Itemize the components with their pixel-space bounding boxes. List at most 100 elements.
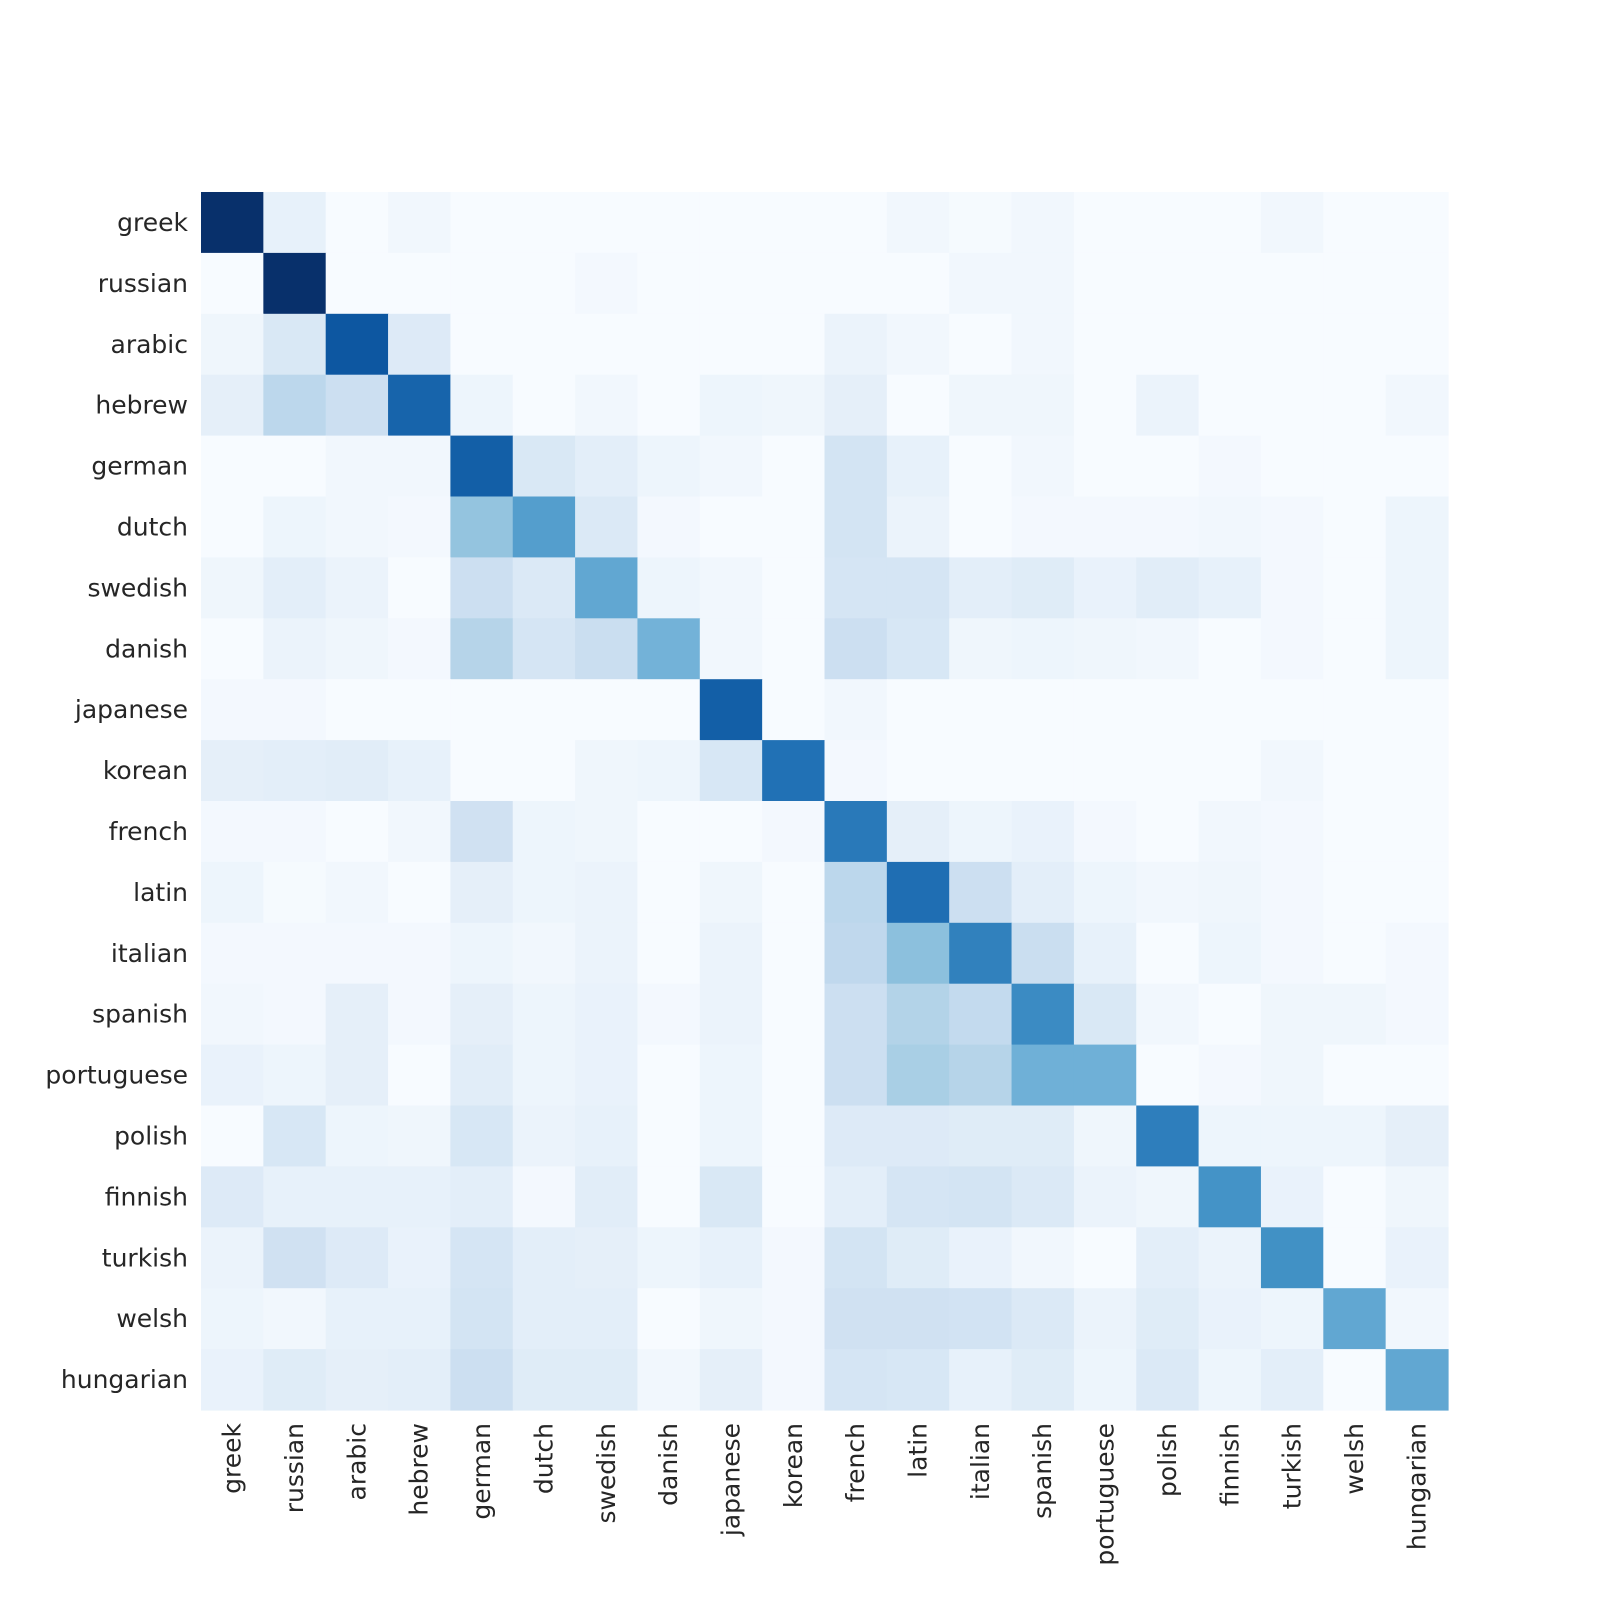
heatmap-cell-danish-korean: [762, 618, 826, 680]
heatmap-cell-german-korean: [762, 435, 826, 498]
heatmap-cell-finnish-hebrew: [388, 1166, 451, 1228]
heatmap-cell-japanese-finnish: [1198, 679, 1262, 741]
heatmap-cell-portuguese-dutch: [512, 1044, 576, 1107]
heatmap-cell-arabic-finnish: [1198, 313, 1262, 376]
heatmap-cell-italian-japanese: [699, 922, 763, 985]
heatmap-cell-latin-swedish: [575, 861, 639, 924]
heatmap-cell-french-japanese: [699, 801, 763, 863]
heatmap-cell-german-arabic: [325, 435, 389, 498]
heatmap-cell-portuguese-greek: [201, 1044, 264, 1107]
heatmap-cell-dutch-russian: [263, 496, 327, 558]
heatmap-cell-dutch-portuguese: [1073, 496, 1137, 558]
heatmap-cell-spanish-russian: [263, 983, 327, 1046]
heatmap-cell-french-latin: [886, 801, 950, 863]
heatmap-cell-korean-swedish: [575, 740, 639, 802]
heatmap-cell-dutch-japanese: [699, 496, 763, 558]
heatmap-cell-hebrew-danish: [637, 374, 701, 437]
heatmap-cell-hungarian-spanish: [1011, 1349, 1075, 1411]
heatmap-cell-hebrew-swedish: [575, 374, 639, 437]
heatmap-cell-latin-dutch: [512, 861, 576, 924]
heatmap-cell-finnish-french: [824, 1166, 888, 1228]
heatmap-cell-hungarian-greek: [201, 1349, 264, 1411]
heatmap-cell-korean-italian: [949, 740, 1013, 802]
heatmap-cell-german-finnish: [1198, 435, 1262, 498]
column-label-greek: greek: [218, 1422, 247, 1493]
heatmap-cell-arabic-hungarian: [1385, 313, 1449, 376]
heatmap-cell-spanish-japanese: [699, 983, 763, 1046]
heatmap-cell-french-swedish: [575, 801, 639, 863]
heatmap-cell-german-greek: [201, 435, 264, 498]
heatmap-cell-dutch-dutch: [512, 496, 576, 558]
heatmap-cell-danish-portuguese: [1073, 618, 1137, 680]
heatmap-cell-swedish-japanese: [699, 557, 763, 619]
heatmap-cell-french-spanish: [1011, 801, 1075, 863]
heatmap-cell-arabic-hebrew: [388, 313, 451, 376]
column-label-welsh: welsh: [1340, 1423, 1369, 1495]
heatmap-cell-polish-german: [450, 1105, 514, 1167]
heatmap-cell-hebrew-portuguese: [1073, 374, 1137, 437]
heatmap-cell-dutch-latin: [886, 496, 950, 558]
heatmap-cell-finnish-turkish: [1260, 1166, 1324, 1228]
heatmap-cell-latin-japanese: [699, 861, 763, 924]
heatmap-cell-hebrew-russian: [263, 374, 327, 437]
heatmap-cell-dutch-korean: [762, 496, 826, 558]
heatmap-cell-swedish-spanish: [1011, 557, 1075, 619]
heatmap-cell-swedish-danish: [637, 557, 701, 619]
heatmap-cell-turkish-german: [450, 1227, 514, 1289]
heatmap-cell-danish-greek: [201, 618, 264, 680]
heatmap-cell-german-turkish: [1260, 435, 1324, 498]
heatmap-cell-swedish-french: [824, 557, 888, 619]
heatmap-cell-french-italian: [949, 801, 1013, 863]
heatmap-cell-korean-dutch: [512, 740, 576, 802]
heatmap-cell-welsh-japanese: [699, 1288, 763, 1350]
heatmap-cell-latin-welsh: [1323, 861, 1387, 924]
heatmap-cell-japanese-russian: [263, 679, 327, 741]
heatmap-cell-dutch-german: [450, 496, 514, 558]
heatmap-cell-latin-russian: [263, 861, 327, 924]
heatmap-cell-japanese-greek: [201, 679, 264, 741]
heatmap-cell-italian-finnish: [1198, 922, 1262, 985]
heatmap-cell-spanish-german: [450, 983, 514, 1046]
heatmap-cell-greek-german: [450, 192, 514, 254]
heatmap-cell-polish-greek: [201, 1105, 264, 1167]
heatmap-cell-turkish-arabic: [325, 1227, 389, 1289]
heatmap-cell-spanish-latin: [886, 983, 950, 1046]
heatmap-cell-spanish-hebrew: [388, 983, 451, 1046]
heatmap-cell-italian-italian: [949, 922, 1013, 985]
heatmap-cell-welsh-spanish: [1011, 1288, 1075, 1350]
heatmap-cell-french-hebrew: [388, 801, 451, 863]
heatmap-cell-greek-japanese: [699, 192, 763, 254]
row-label-welsh: welsh: [116, 1304, 188, 1333]
heatmap-cell-turkish-dutch: [512, 1227, 576, 1289]
heatmap-cell-german-swedish: [575, 435, 639, 498]
column-label-hebrew: hebrew: [405, 1423, 434, 1516]
heatmap-cell-korean-danish: [637, 740, 701, 802]
heatmap-cell-polish-latin: [886, 1105, 950, 1167]
column-labels: greek russian arabic hebrew german dutch swedi…: [218, 1422, 1432, 1565]
heatmap-cell-spanish-spanish: [1011, 983, 1075, 1046]
row-label-finnish: finnish: [105, 1182, 188, 1211]
heatmap-cell-polish-hungarian: [1385, 1105, 1449, 1167]
heatmap-cell-hebrew-italian: [949, 374, 1013, 437]
heatmap-cell-portuguese-hungarian: [1385, 1044, 1449, 1107]
heatmap-cell-portuguese-swedish: [575, 1044, 639, 1107]
heatmap-cell-korean-korean: [762, 740, 826, 802]
heatmap-cell-polish-french: [824, 1105, 888, 1167]
heatmap-cell-turkish-russian: [263, 1227, 327, 1289]
heatmap-cell-hungarian-italian: [949, 1349, 1013, 1411]
heatmap-cell-latin-polish: [1136, 861, 1200, 924]
heatmap-cell-portuguese-hebrew: [388, 1044, 451, 1107]
heatmap-cell-greek-dutch: [512, 192, 576, 254]
heatmap-cell-portuguese-finnish: [1198, 1044, 1262, 1107]
heatmap-cell-polish-polish: [1136, 1105, 1200, 1167]
heatmap-cell-italian-dutch: [512, 922, 576, 985]
column-label-arabic: arabic: [342, 1423, 371, 1500]
row-label-german: german: [91, 452, 188, 481]
heatmap-cell-hungarian-welsh: [1323, 1349, 1387, 1411]
heatmap-cell-russian-swedish: [575, 252, 639, 315]
heatmap-cell-danish-japanese: [699, 618, 763, 680]
heatmap-cell-welsh-finnish: [1198, 1288, 1262, 1350]
heatmap-cell-greek-swedish: [575, 192, 639, 254]
heatmap-cell-latin-latin: [886, 861, 950, 924]
